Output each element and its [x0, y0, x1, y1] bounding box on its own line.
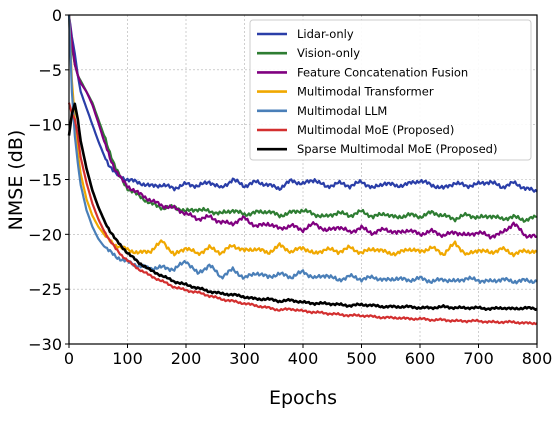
x-tick-label: 800	[522, 349, 553, 368]
series-line-multimodal-transformer	[67, 14, 538, 258]
axis-ticks: 0 100 200 300 400 500 600 700 800 0 −5 −10 −15 −20 −25…	[28, 6, 552, 368]
series-line-multimodal-moe-proposed	[67, 102, 538, 326]
y-tick-label: −15	[28, 171, 62, 190]
x-axis-label: Epochs	[269, 387, 337, 409]
x-tick-label: 200	[171, 349, 202, 368]
x-tick-label: 700	[463, 349, 494, 368]
legend-label-vision-only: Vision-only	[297, 46, 360, 60]
legend-label-multimodal-transformer: Multimodal Transformer	[297, 85, 434, 99]
y-tick-label: −25	[28, 280, 62, 299]
legend-label-lidar-only: Lidar-only	[297, 27, 354, 41]
legend-label-sparse-multimodal-moe-proposed: Sparse Multimodal MoE (Proposed)	[297, 142, 497, 156]
y-axis-label: NMSE (dB)	[5, 130, 27, 231]
x-tick-label: 300	[229, 349, 260, 368]
y-tick-label: −30	[28, 335, 62, 354]
legend-label-multimodal-llm: Multimodal LLM	[297, 104, 387, 118]
y-tick-label: −10	[28, 116, 62, 135]
legend: Lidar-only Vision-only Feature Concatenati…	[249, 19, 532, 161]
x-tick-label: 100	[112, 349, 143, 368]
x-tick-label: 500	[346, 349, 377, 368]
series-line-multimodal-llm	[67, 14, 538, 285]
series-lines	[67, 14, 538, 326]
series-line-feature-concatenation-fusion	[67, 14, 538, 240]
y-tick-label: −5	[38, 61, 62, 80]
legend-label-multimodal-moe-proposed: Multimodal MoE (Proposed)	[297, 123, 454, 137]
x-tick-label: 0	[64, 349, 74, 368]
x-tick-label: 600	[405, 349, 436, 368]
y-tick-label: 0	[52, 6, 62, 25]
x-tick-label: 400	[288, 349, 319, 368]
legend-box	[249, 19, 532, 161]
series-line-sparse-multimodal-moe-proposed	[67, 102, 538, 312]
series-line-lidar-only	[67, 14, 538, 193]
y-tick-label: −20	[28, 225, 62, 244]
legend-label-feature-concatenation-fusion: Feature Concatenation Fusion	[297, 65, 468, 79]
